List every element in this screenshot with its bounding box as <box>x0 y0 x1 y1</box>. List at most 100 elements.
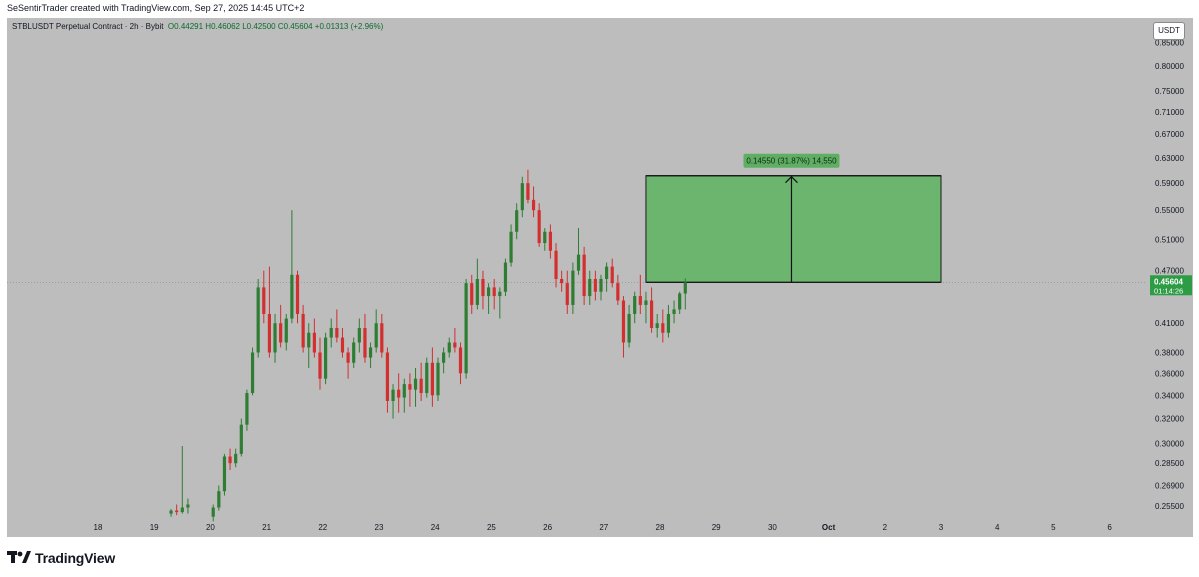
candle-body <box>593 278 597 292</box>
candle-body <box>453 342 457 348</box>
x-tick-label: 22 <box>318 523 327 532</box>
candle-body <box>672 309 676 314</box>
candle-body <box>464 283 468 374</box>
x-tick-label: 2 <box>883 523 888 532</box>
candle-body <box>391 389 395 401</box>
chart-canvas[interactable]: 0.85000 0.80000 0.75000 0.71000 0.67000 0.630… <box>7 18 1193 537</box>
candle-body <box>425 362 429 394</box>
candle-body <box>475 278 479 305</box>
x-tick-label: 20 <box>206 523 215 532</box>
candle-body <box>262 287 266 314</box>
y-tick-label: 0.47000 <box>1155 267 1184 276</box>
candle-body <box>509 231 513 263</box>
candle-body <box>661 323 665 333</box>
tradingview-logo[interactable]: TradingView <box>7 549 115 567</box>
candle-body <box>234 453 238 464</box>
candle-body <box>638 296 642 305</box>
chart-frame[interactable]: 0.85000 0.80000 0.75000 0.71000 0.67000 0.630… <box>7 18 1193 537</box>
candle-body <box>447 342 451 353</box>
candle-body <box>245 393 249 425</box>
candle-body <box>284 318 288 343</box>
candle-body <box>520 183 524 211</box>
y-tick-label: 0.55000 <box>1155 206 1184 215</box>
candle-body <box>599 278 603 292</box>
last-price-tag <box>1150 275 1192 296</box>
candle-body <box>678 293 682 310</box>
legend-close: C0.45604 <box>277 22 313 31</box>
candle-body <box>486 287 491 297</box>
candle-body <box>531 199 536 211</box>
candle-body <box>515 210 519 232</box>
candle-body <box>543 231 547 244</box>
x-tick-label: 5 <box>1051 523 1056 532</box>
legend-change: +0.01313 (+2.96%) <box>314 22 384 31</box>
candle-body <box>250 352 255 394</box>
candle-body <box>273 323 277 353</box>
x-tick-label: Oct <box>822 523 836 532</box>
y-tick-label: 0.59000 <box>1155 179 1184 188</box>
legend-open: O0.44291 <box>167 22 204 31</box>
y-tick-label: 0.30000 <box>1155 439 1184 448</box>
x-tick-label: 4 <box>995 523 1000 532</box>
x-tick-label: 23 <box>375 523 384 532</box>
x-tick-label: 28 <box>656 523 665 532</box>
candle-body <box>402 384 406 398</box>
y-tick-label: 0.41000 <box>1155 319 1184 328</box>
x-tick-label: 24 <box>431 523 440 532</box>
candle-body <box>588 278 592 297</box>
candle-body <box>610 266 614 284</box>
candle-body <box>571 270 575 305</box>
y-tick-label: 0.85000 <box>1155 39 1184 48</box>
y-tick-label: 0.25500 <box>1155 502 1184 511</box>
candle-body <box>649 300 654 328</box>
candle-body <box>492 287 496 297</box>
candle-body <box>312 332 316 353</box>
x-tick-label: 21 <box>262 523 271 532</box>
candle-body <box>560 278 564 284</box>
y-tick-label: 0.67000 <box>1155 130 1184 139</box>
bar-countdown: 01:14:26 <box>1154 286 1183 295</box>
last-price-value: 0.45604 <box>1154 277 1183 286</box>
symbol-legend: STBLUSDT Perpetual Contract · 2h · Bybit… <box>12 22 383 31</box>
candle-body <box>324 337 328 379</box>
candle-body <box>301 313 305 348</box>
candle-body <box>633 296 637 314</box>
y-tick-label: 0.80000 <box>1155 62 1184 71</box>
candle-body <box>267 313 272 353</box>
y-tick-label: 0.75000 <box>1155 87 1184 96</box>
candle-body <box>340 337 345 353</box>
candle-body <box>385 352 390 401</box>
candle-body <box>503 262 508 292</box>
y-tick-label: 0.26900 <box>1155 481 1184 490</box>
tradingview-logo-icon <box>7 551 31 563</box>
candle-body <box>419 378 423 394</box>
candle-body <box>413 378 418 390</box>
y-tick-label: 0.63000 <box>1155 154 1184 163</box>
candle-body <box>526 183 530 200</box>
candle-body <box>211 507 215 517</box>
candle-body <box>180 507 184 513</box>
y-tick-label: 0.38000 <box>1155 348 1184 357</box>
candle-body <box>329 327 333 338</box>
y-tick-label: 0.36000 <box>1155 369 1184 378</box>
candle-body <box>290 274 294 319</box>
candle-body <box>436 362 440 396</box>
candle-body <box>621 300 626 343</box>
candle-body <box>228 456 232 464</box>
candle-body <box>239 424 243 454</box>
candle-body <box>548 231 553 251</box>
candle-body <box>470 283 474 305</box>
candle-body <box>346 352 350 363</box>
y-tick-label: 0.51000 <box>1155 235 1184 244</box>
candle-body <box>666 313 671 333</box>
target-label-bg <box>743 153 840 168</box>
currency-unit-button[interactable]: USDT <box>1153 22 1185 40</box>
candle-body <box>458 347 463 374</box>
symbol-title: STBLUSDT Perpetual Contract · 2h · Bybit <box>12 22 164 31</box>
top-bar: SeSentirTrader created with TradingView.… <box>0 0 1199 18</box>
tradingview-wordmark: TradingView <box>35 550 116 566</box>
x-tick-label: 29 <box>712 523 721 532</box>
legend-high: H0.46062 <box>205 22 240 31</box>
candle-body <box>295 274 300 314</box>
target-zone <box>645 175 942 283</box>
